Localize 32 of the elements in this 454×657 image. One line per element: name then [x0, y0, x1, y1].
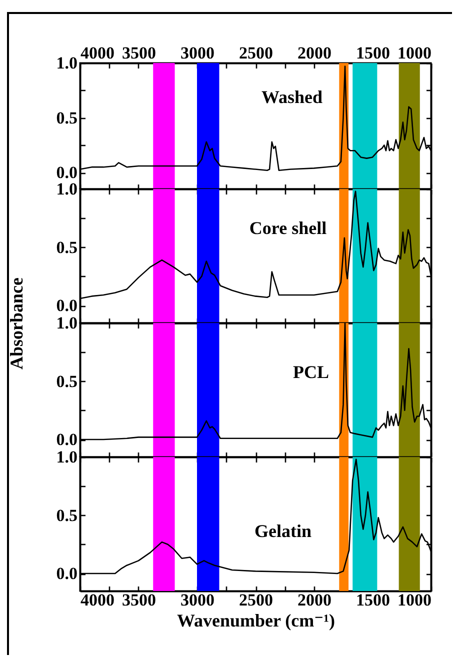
y-tick-label: 0.0: [56, 430, 78, 450]
x-tick-label: 3000: [180, 44, 214, 62]
x-tick-label: 1500: [356, 590, 390, 610]
y-tick-label: 1.0: [56, 180, 78, 198]
x-tick-label: 2500: [239, 590, 273, 610]
x-tick-label: 2500: [239, 44, 273, 62]
x-tick-label: 3500: [122, 44, 156, 62]
x-tick-label: 1500: [356, 44, 390, 62]
x-tick-label: 3000: [180, 590, 214, 610]
y-tick-label: 0.5: [56, 372, 78, 391]
series-label: Gelatin: [254, 521, 312, 541]
y-tick-label: 1.0: [56, 314, 78, 332]
x-tick-label: 2000: [298, 590, 332, 610]
y-tick-label: 0.5: [56, 108, 78, 128]
series-label: Core shell: [249, 218, 327, 238]
x-tick-label: 3500: [122, 590, 156, 610]
y-tick-label: 0.5: [56, 238, 78, 257]
y-tick-label: 1.0: [56, 54, 78, 72]
series-label: Washed: [261, 87, 323, 107]
series-label: PCL: [293, 362, 329, 382]
y-tick-label: 0.0: [56, 564, 78, 584]
y-tick-label: 0.0: [56, 163, 78, 182]
y-axis-title: Absorbance: [6, 277, 26, 370]
x-tick-label: 4000: [80, 44, 114, 62]
y-tick-label: 1.0: [56, 448, 78, 466]
y-tick-label: 0.5: [56, 506, 78, 525]
x-tick-label: 2000: [298, 44, 332, 62]
x-tick-label: 1000: [398, 44, 432, 62]
x-tick-label: 1000: [398, 590, 432, 610]
x-tick-label: 4000: [80, 590, 114, 610]
y-tick-label: 0.0: [56, 296, 78, 316]
x-axis-title: Wavenumber (cm⁻¹): [176, 610, 336, 630]
